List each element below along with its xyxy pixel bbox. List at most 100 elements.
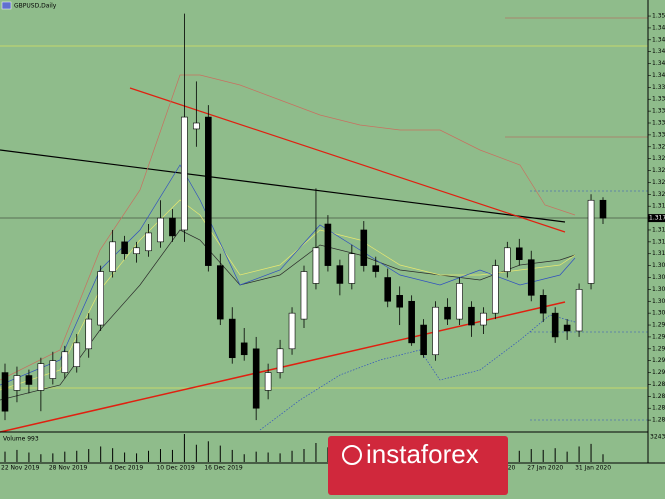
y-tick-label: 1.2950 (652, 345, 665, 352)
candle-body (85, 318, 93, 350)
y-tick-label: 1.3190 (652, 203, 665, 210)
candle-body (360, 229, 368, 266)
y-tick-label: 1.3110 (652, 250, 665, 257)
candle-body (13, 375, 21, 391)
candle-body (420, 324, 427, 356)
x-tick-label: 16 Dec 2019 (204, 465, 243, 472)
candle-body (551, 312, 559, 338)
bollinger-band (0, 74, 576, 381)
y-tick-label: 1.3090 (652, 262, 665, 269)
candle-body (228, 318, 236, 359)
symbol-icon (1, 1, 12, 10)
candle-body (193, 122, 200, 130)
y-tick-label: 1.3330 (652, 120, 665, 127)
candle-body (97, 271, 104, 326)
candle-body (432, 306, 439, 356)
y-tick-label: 1.2930 (652, 357, 665, 364)
x-tick-label: 10 Dec 2019 (156, 465, 195, 472)
candle-body (25, 375, 33, 385)
candle-body (515, 247, 523, 260)
moving-average (0, 164, 576, 386)
y-tick-label: 1.3510 (652, 13, 665, 20)
y-tick-label: 1.2870 (652, 393, 665, 400)
candle-body (121, 241, 128, 255)
x-tick-label: 22 Nov 2019 (1, 465, 40, 472)
candle-body (37, 363, 45, 391)
y-tick-label: 1.3490 (652, 24, 665, 31)
candle-body (300, 271, 308, 320)
last-price-label: 1.3170 (649, 215, 665, 222)
y-tick-label: 1.3130 (652, 238, 665, 245)
candle-body (205, 116, 212, 266)
candle-body (563, 324, 571, 332)
candle-body (348, 253, 356, 284)
watermark-box (328, 436, 508, 495)
y-tick-label: 1.3390 (652, 84, 665, 91)
y-tick-label: 1.3350 (652, 108, 665, 115)
y-tick-label: 1.3150 (652, 226, 665, 233)
y-tick-label: 1.2990 (652, 322, 665, 329)
candle-body (169, 217, 176, 237)
volume-title: Volume 993 (3, 436, 39, 443)
volume-tick-label: 32430 (650, 434, 665, 441)
x-tick-label: 31 Jan 2020 (575, 465, 611, 472)
candle-body (336, 265, 344, 284)
logo-icon (342, 445, 362, 465)
candle-body (240, 342, 248, 356)
bollinger-band (259, 314, 576, 431)
candle-body (480, 312, 487, 326)
y-tick-label: 1.3070 (652, 274, 665, 281)
candle-body (492, 265, 499, 314)
x-tick-label: 28 Nov 2019 (49, 465, 88, 472)
candle-body (133, 247, 140, 255)
candle-body (468, 306, 475, 326)
last-price-box (648, 214, 665, 223)
trend-line (0, 149, 566, 223)
candle-body (372, 265, 380, 272)
candle-body (504, 247, 511, 272)
y-tick-label: 1.3370 (652, 96, 665, 103)
candle-body (599, 199, 607, 219)
y-tick-label: 1.3310 (652, 131, 665, 138)
x-tick-label: 27 Jan 2020 (527, 465, 563, 472)
x-tick-label: 4 Dec 2019 (109, 465, 144, 472)
candle-body (181, 116, 188, 231)
candle-body (109, 241, 116, 272)
y-tick-label: 1.2910 (652, 369, 665, 376)
candle-body (252, 348, 260, 409)
y-tick-label: 1.2830 (652, 417, 665, 424)
y-tick-label: 1.3250 (652, 167, 665, 174)
y-tick-label: 1.3050 (652, 286, 665, 293)
candle-body (49, 360, 57, 379)
candle-body (312, 247, 320, 284)
candle-body (61, 351, 69, 373)
y-tick-label: 1.3450 (652, 48, 665, 55)
candle-body (324, 223, 332, 266)
y-tick-label: 1.2850 (652, 405, 665, 412)
watermark: instaforex (366, 439, 479, 469)
candle-body (575, 289, 583, 332)
y-tick-label: 1.3430 (652, 60, 665, 67)
candle-body (539, 295, 547, 314)
y-tick-label: 1.3010 (652, 310, 665, 317)
candle-body (396, 295, 403, 308)
trend-line (129, 87, 566, 233)
candle-body (1, 372, 9, 412)
candle-body (157, 217, 164, 243)
candle-body (288, 312, 296, 350)
y-tick-label: 1.2890 (652, 381, 665, 388)
y-tick-label: 1.3230 (652, 179, 665, 186)
y-tick-label: 1.3030 (652, 298, 665, 305)
candle-body (408, 300, 415, 344)
y-tick-label: 1.3290 (652, 143, 665, 150)
candle-body (384, 277, 392, 302)
candle-body (444, 306, 451, 320)
y-tick-label: 1.3270 (652, 155, 665, 162)
candle-body (264, 372, 272, 391)
candle-body (216, 265, 224, 320)
candle-body (527, 259, 535, 296)
chart-title: GBPUSD,Daily (14, 3, 57, 10)
candle-body (276, 348, 284, 373)
y-tick-label: 1.3410 (652, 72, 665, 79)
